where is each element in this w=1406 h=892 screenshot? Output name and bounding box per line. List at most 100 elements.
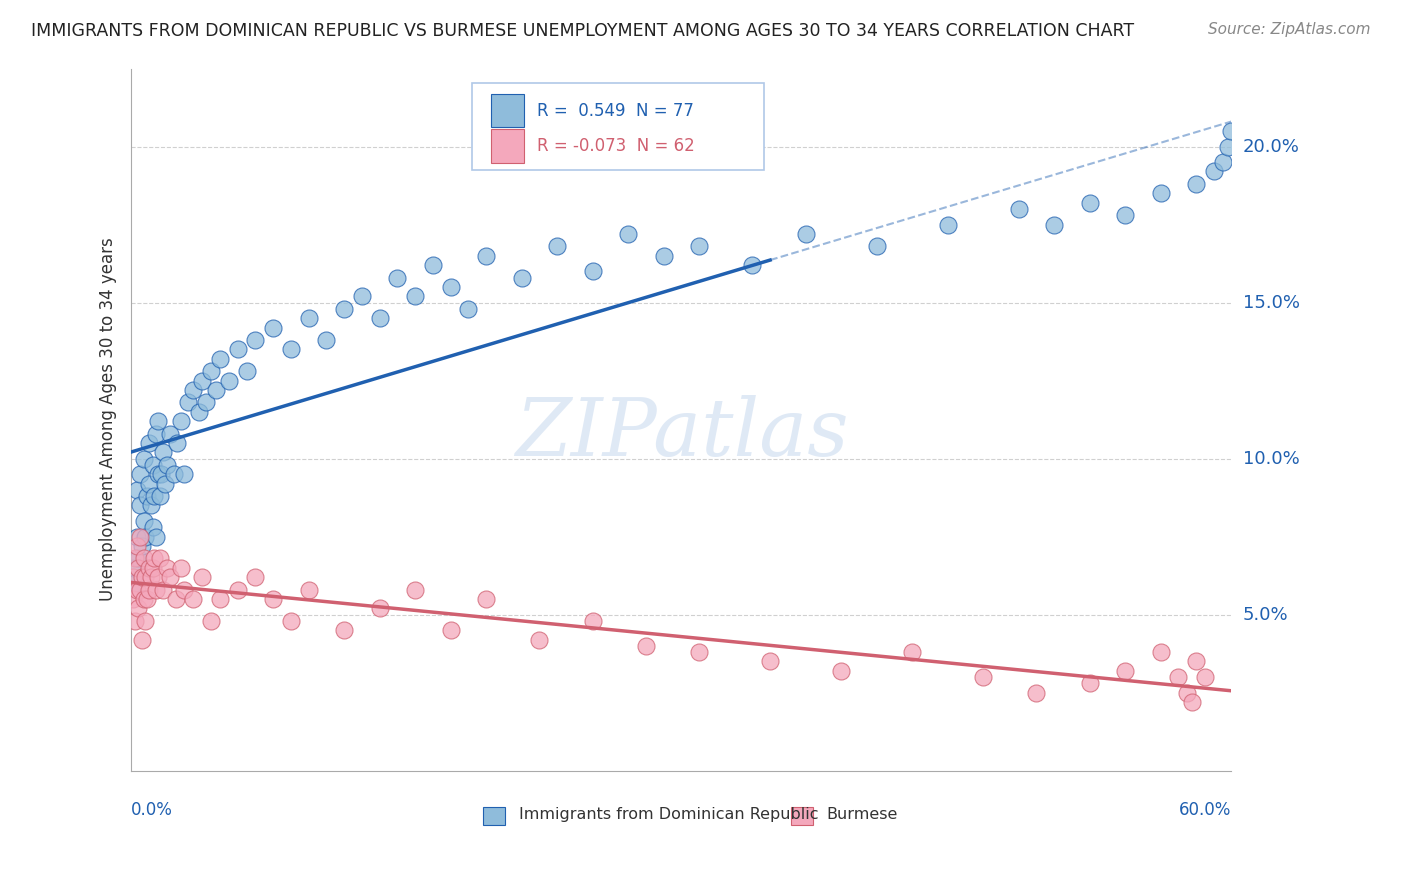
Point xyxy=(262,591,284,606)
Point xyxy=(741,258,763,272)
Point xyxy=(150,467,173,482)
Text: IMMIGRANTS FROM DOMINICAN REPUBLIC VS BURMESE UNEMPLOYMENT AMONG AGES 30 TO 34 Y: IMMIGRANTS FROM DOMINICAN REPUBLIC VS BU… xyxy=(31,22,1135,40)
Point xyxy=(1212,155,1234,169)
Point xyxy=(159,570,181,584)
Point xyxy=(1078,676,1101,690)
Point xyxy=(235,364,257,378)
Point xyxy=(139,570,162,584)
Point xyxy=(218,374,240,388)
Point xyxy=(131,632,153,647)
Bar xyxy=(484,807,505,824)
Point xyxy=(166,436,188,450)
Point xyxy=(145,582,167,597)
Point xyxy=(131,539,153,553)
Text: Immigrants from Dominican Republic: Immigrants from Dominican Republic xyxy=(519,807,818,822)
Point xyxy=(138,436,160,450)
Point xyxy=(173,582,195,597)
Point xyxy=(205,383,228,397)
Point xyxy=(131,570,153,584)
Bar xyxy=(491,129,524,162)
Point xyxy=(141,520,163,534)
Point xyxy=(141,458,163,472)
Point xyxy=(170,561,193,575)
Point xyxy=(129,530,152,544)
Point xyxy=(529,632,551,647)
Point xyxy=(1202,164,1225,178)
Point xyxy=(129,467,152,482)
Point xyxy=(546,239,568,253)
Point xyxy=(138,476,160,491)
Point xyxy=(333,301,356,316)
Point xyxy=(1220,124,1243,138)
Point xyxy=(132,591,155,606)
Point xyxy=(146,467,169,482)
Point xyxy=(688,645,710,659)
Text: R = -0.073  N = 62: R = -0.073 N = 62 xyxy=(537,136,695,154)
Point xyxy=(134,570,156,584)
Point xyxy=(208,351,231,366)
Point xyxy=(127,561,149,575)
Point xyxy=(457,301,479,316)
Text: 0.0%: 0.0% xyxy=(131,801,173,819)
Point xyxy=(153,476,176,491)
Point xyxy=(145,426,167,441)
Point xyxy=(387,270,409,285)
Point xyxy=(794,227,817,241)
Point xyxy=(368,601,391,615)
Point xyxy=(143,551,166,566)
Point xyxy=(1149,645,1171,659)
Point xyxy=(1078,195,1101,210)
Point xyxy=(759,654,782,668)
Y-axis label: Unemployment Among Ages 30 to 34 years: Unemployment Among Ages 30 to 34 years xyxy=(100,237,117,601)
Point xyxy=(159,426,181,441)
Point xyxy=(404,289,426,303)
Point xyxy=(404,582,426,597)
Point xyxy=(333,623,356,637)
Point xyxy=(125,530,148,544)
Point xyxy=(582,614,605,628)
Point xyxy=(1216,139,1239,153)
Point xyxy=(1167,670,1189,684)
Bar xyxy=(792,807,814,824)
Point xyxy=(1114,664,1136,678)
Point xyxy=(145,530,167,544)
Point xyxy=(122,570,145,584)
Text: 15.0%: 15.0% xyxy=(1243,293,1299,311)
Point xyxy=(136,591,159,606)
Point xyxy=(156,458,179,472)
Point xyxy=(122,561,145,575)
Point xyxy=(280,343,302,357)
Point xyxy=(146,414,169,428)
Point xyxy=(688,239,710,253)
Point xyxy=(127,551,149,566)
Point xyxy=(245,570,267,584)
Text: 20.0%: 20.0% xyxy=(1243,137,1299,155)
Point xyxy=(163,467,186,482)
Point xyxy=(582,264,605,278)
Text: 5.0%: 5.0% xyxy=(1243,606,1288,624)
Point xyxy=(170,414,193,428)
Text: 10.0%: 10.0% xyxy=(1243,450,1299,467)
FancyBboxPatch shape xyxy=(472,83,763,170)
Point xyxy=(226,343,249,357)
Point xyxy=(200,364,222,378)
Point xyxy=(146,570,169,584)
Point xyxy=(134,614,156,628)
Point xyxy=(132,451,155,466)
Point xyxy=(298,311,321,326)
Point xyxy=(440,623,463,637)
Point xyxy=(475,591,498,606)
Point xyxy=(1007,202,1029,216)
Point xyxy=(152,582,174,597)
Point xyxy=(298,582,321,597)
Point xyxy=(139,499,162,513)
Point xyxy=(132,514,155,528)
Point xyxy=(226,582,249,597)
Point xyxy=(127,601,149,615)
Point xyxy=(191,374,214,388)
Point xyxy=(440,280,463,294)
Point xyxy=(1149,186,1171,201)
Point xyxy=(187,405,209,419)
Point xyxy=(280,614,302,628)
Point xyxy=(191,570,214,584)
